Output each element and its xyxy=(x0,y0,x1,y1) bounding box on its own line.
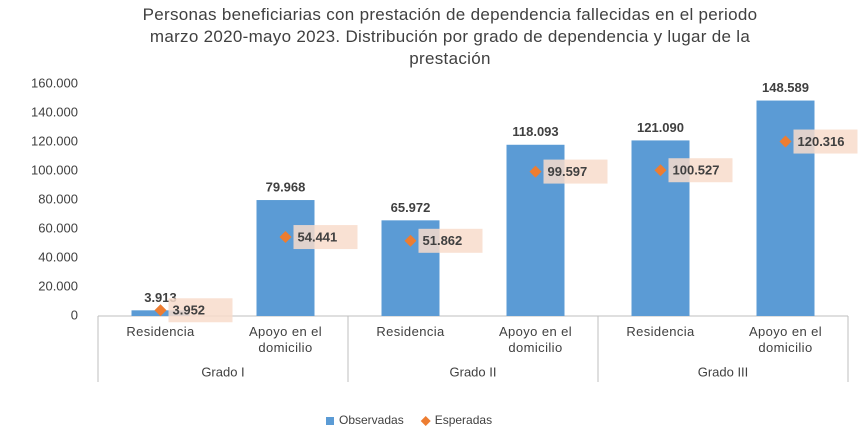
value-label-box xyxy=(293,225,358,250)
bar-value-label: 148.589 xyxy=(762,80,809,95)
bar-value-label: 79.968 xyxy=(266,179,306,194)
marker-value-label: 54.441 xyxy=(298,229,338,244)
x-tick-label: Apoyo en el domicilio xyxy=(498,324,573,355)
x-tick-label: Residencia xyxy=(126,324,195,339)
bar-value-label: 118.093 xyxy=(512,124,558,139)
marker xyxy=(654,164,667,177)
bar-value-label: 65.972 xyxy=(391,200,431,215)
marker xyxy=(779,135,792,148)
legend-marker xyxy=(326,417,334,425)
marker-value-label: 120.316 xyxy=(798,134,845,149)
y-tick-label: 20.000 xyxy=(38,278,78,293)
x-tick-label: Residencia xyxy=(376,324,445,339)
x-tick-label: Residencia xyxy=(626,324,695,339)
y-tick-label: 100.000 xyxy=(31,162,78,177)
value-label-box xyxy=(668,158,733,183)
chart-title: Personas beneficiarias con prestación de… xyxy=(142,5,758,68)
y-tick-label: 140.000 xyxy=(31,104,78,119)
legend-label: Observadas xyxy=(339,413,404,427)
y-tick-label: 120.000 xyxy=(31,133,78,148)
marker xyxy=(154,304,167,317)
x-tick-label: Apoyo en el domicilio xyxy=(748,324,823,355)
group-label: Grado III xyxy=(698,364,749,379)
y-tick-label: 80.000 xyxy=(38,191,78,206)
y-tick-label: 40.000 xyxy=(38,249,78,264)
marker-value-label: 100.527 xyxy=(673,163,720,178)
y-tick-label: 0 xyxy=(71,307,78,322)
value-label-box xyxy=(543,159,608,184)
value-label-box xyxy=(793,129,858,154)
y-tick-label: 160.000 xyxy=(31,75,78,90)
group-label: Grado II xyxy=(450,364,497,379)
legend-marker xyxy=(420,416,431,426)
marker xyxy=(279,231,292,244)
marker xyxy=(404,234,417,247)
y-tick-label: 60.000 xyxy=(38,220,78,235)
marker-value-label: 99.597 xyxy=(548,164,588,179)
value-label-box xyxy=(418,228,483,253)
marker-value-label: 3.952 xyxy=(173,303,206,318)
bar-value-label: 121.090 xyxy=(637,120,684,135)
x-tick-label: Apoyo en el domicilio xyxy=(248,324,323,355)
value-label-box xyxy=(168,298,233,323)
bar xyxy=(256,200,315,316)
marker xyxy=(529,165,542,178)
legend-label: Esperadas xyxy=(435,413,492,427)
marker-value-label: 51.862 xyxy=(423,233,463,248)
group-label: Grado I xyxy=(201,364,244,379)
